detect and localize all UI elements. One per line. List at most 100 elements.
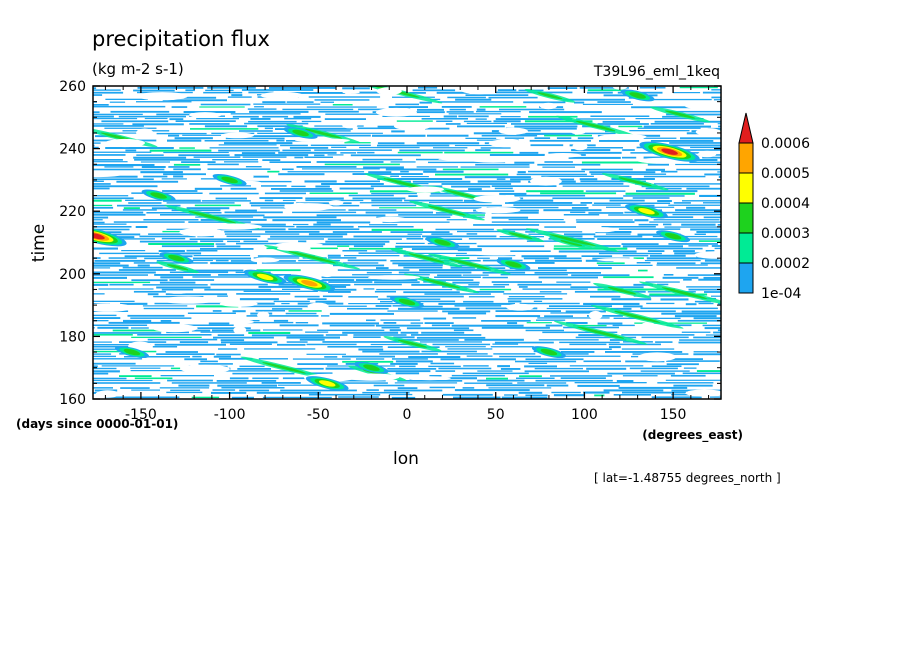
field-streak bbox=[375, 305, 392, 307]
field-streak bbox=[182, 134, 229, 136]
colorbar-box bbox=[738, 142, 754, 174]
field-streak bbox=[93, 341, 112, 343]
field-streak bbox=[380, 300, 393, 303]
field-streak bbox=[376, 288, 453, 291]
field-streak bbox=[139, 235, 196, 238]
field-streak bbox=[348, 303, 424, 305]
field-streak bbox=[379, 353, 438, 355]
field-streak bbox=[629, 130, 690, 132]
field-streak bbox=[441, 106, 472, 108]
field-streak bbox=[325, 113, 384, 115]
field-streak bbox=[569, 365, 644, 367]
field-streak bbox=[495, 310, 561, 312]
field-streak bbox=[332, 231, 382, 233]
field-streak bbox=[480, 147, 511, 149]
field-streak bbox=[609, 346, 621, 349]
x-axis-label: lon bbox=[393, 449, 419, 469]
field-streak bbox=[390, 175, 399, 177]
field-streak bbox=[633, 257, 644, 259]
field-streak bbox=[516, 132, 575, 135]
field-streak bbox=[279, 190, 334, 192]
field-streak bbox=[421, 235, 497, 238]
field-streak bbox=[510, 250, 551, 252]
field-streak bbox=[246, 320, 260, 322]
field-streak bbox=[693, 336, 721, 339]
field-streak bbox=[365, 211, 433, 214]
field-streak bbox=[248, 91, 274, 94]
field-streak bbox=[711, 245, 721, 247]
field-streak bbox=[486, 377, 508, 380]
field-streak bbox=[359, 202, 423, 204]
dry-gap bbox=[473, 195, 521, 203]
field-streak bbox=[542, 166, 575, 168]
field-streak bbox=[576, 221, 635, 223]
field-streak bbox=[93, 199, 122, 202]
field-streak bbox=[689, 161, 721, 164]
field-streak bbox=[124, 255, 193, 258]
field-streak bbox=[459, 259, 481, 262]
field-streak bbox=[398, 214, 453, 216]
field-streak bbox=[666, 113, 721, 116]
field-streak bbox=[159, 281, 196, 284]
field-streak bbox=[224, 211, 283, 214]
field-streak bbox=[504, 394, 518, 396]
band-core bbox=[664, 110, 696, 119]
field-streak bbox=[93, 146, 99, 149]
dry-gap bbox=[375, 107, 417, 117]
field-streak bbox=[236, 242, 300, 245]
field-streak bbox=[263, 329, 303, 331]
field-streak bbox=[186, 249, 218, 252]
latitude-annotation: [ lat=-1.48755 degrees_north ] bbox=[594, 471, 781, 485]
field-streak bbox=[397, 387, 418, 390]
field-streak bbox=[583, 391, 610, 394]
field-streak bbox=[224, 230, 252, 233]
field-streak bbox=[93, 117, 138, 120]
field-streak bbox=[387, 310, 438, 312]
field-streak bbox=[447, 312, 487, 315]
field-streak bbox=[658, 358, 703, 360]
field-streak bbox=[508, 296, 545, 298]
field-streak bbox=[590, 173, 667, 175]
field-streak bbox=[688, 288, 721, 291]
field-streak bbox=[609, 199, 645, 202]
field-streak bbox=[184, 358, 207, 361]
field-streak bbox=[464, 338, 524, 341]
field-streak bbox=[638, 269, 648, 272]
field-streak bbox=[314, 154, 325, 157]
field-streak bbox=[148, 243, 215, 245]
field-streak bbox=[93, 161, 128, 163]
field-streak bbox=[221, 341, 278, 344]
field-streak bbox=[190, 128, 259, 130]
field-streak bbox=[608, 214, 659, 216]
field-streak bbox=[711, 295, 721, 297]
field-streak bbox=[249, 202, 294, 205]
field-streak bbox=[645, 168, 665, 171]
field-streak bbox=[636, 247, 703, 250]
field-streak bbox=[633, 295, 702, 297]
field-streak bbox=[125, 149, 137, 152]
field-streak bbox=[302, 168, 380, 170]
field-streak bbox=[376, 267, 389, 270]
field-streak bbox=[508, 199, 554, 202]
field-streak bbox=[93, 183, 111, 185]
field-streak bbox=[200, 331, 235, 333]
field-streak bbox=[134, 377, 173, 380]
band-core bbox=[422, 278, 461, 289]
field-streak bbox=[293, 223, 309, 226]
x-axis-units: (degrees_east) bbox=[642, 428, 743, 443]
field-streak bbox=[603, 389, 664, 392]
field-streak bbox=[284, 117, 312, 120]
field-streak bbox=[109, 283, 134, 286]
field-streak bbox=[211, 391, 247, 394]
field-streak bbox=[371, 192, 417, 195]
field-streak bbox=[310, 144, 371, 146]
dry-gap bbox=[180, 364, 230, 374]
colorbar-label: 0.0005 bbox=[761, 166, 810, 182]
field-streak bbox=[306, 343, 357, 346]
field-streak bbox=[149, 149, 212, 152]
field-streak bbox=[528, 362, 548, 364]
field-streak bbox=[282, 168, 294, 171]
field-streak bbox=[118, 269, 176, 271]
dry-gap bbox=[95, 390, 120, 398]
band-core bbox=[397, 339, 428, 348]
